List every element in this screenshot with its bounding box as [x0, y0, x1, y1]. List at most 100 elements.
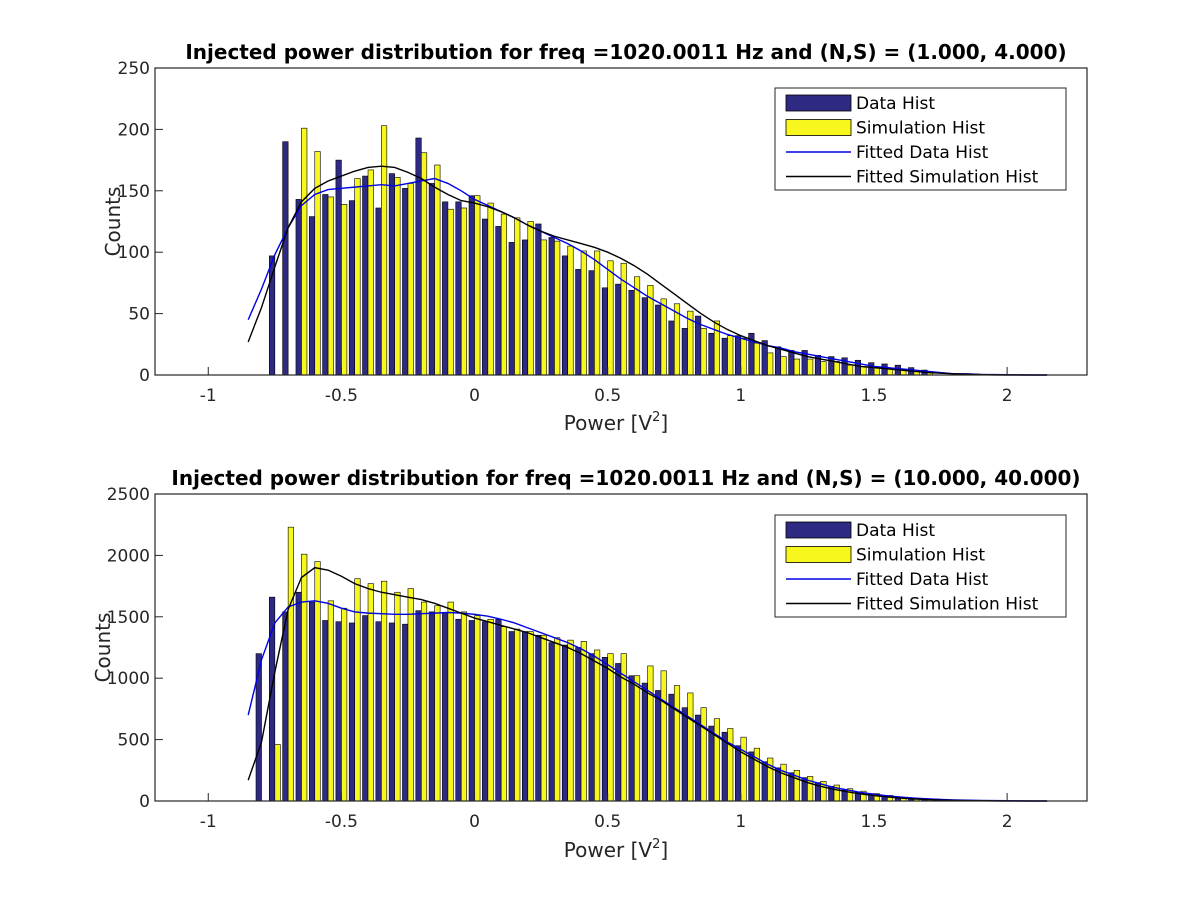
bottom-simulation-hist-bar	[580, 641, 587, 802]
top-simulation-hist-bar	[820, 361, 827, 376]
bottom-simulation-hist-bar	[713, 718, 721, 802]
bottom-simulation-hist-bar	[673, 685, 681, 802]
top-simulation-hist-bar	[767, 352, 774, 376]
bottom-data-hist-bar	[575, 647, 582, 802]
top-data-hist-bar	[402, 188, 409, 376]
top-simulation-hist-bar	[807, 358, 814, 376]
bottom-chart-y-axis-label: Counts	[91, 613, 115, 683]
bottom-x-tick-label: 1.5	[860, 812, 887, 832]
top-simulation-hist-bar	[713, 320, 721, 376]
top-simulation-hist-bar	[394, 176, 401, 376]
top-data-hist-bar	[335, 159, 342, 376]
top-simulation-hist-bar	[780, 356, 787, 376]
bottom-data-hist-bar	[628, 675, 635, 802]
bottom-chart-bars	[255, 526, 1013, 802]
top-simulation-hist-bar	[833, 361, 840, 376]
bottom-data-hist-bar	[668, 693, 675, 802]
bottom-data-hist-bar	[428, 611, 435, 802]
bottom-data-hist-bar	[375, 621, 382, 802]
top-chart-y-ticks: 0 50 100 150 200 250	[118, 59, 163, 386]
top-simulation-hist-bar	[580, 250, 587, 376]
bottom-simulation-hist-bar	[727, 728, 734, 802]
top-simulation-hist-bar	[341, 204, 348, 376]
top-simulation-hist-bar	[327, 196, 334, 376]
top-simulation-hist-bar	[700, 328, 707, 376]
bottom-y-tick-label: 2000	[107, 546, 150, 566]
top-simulation-hist-bar	[514, 217, 521, 376]
top-simulation-hist-bar	[447, 208, 454, 376]
bottom-legend-label: Fitted Simulation Hist	[856, 595, 1039, 615]
bottom-data-hist-bar	[615, 663, 622, 802]
top-simulation-hist-bar	[474, 195, 481, 376]
top-data-hist-bar	[655, 304, 662, 376]
bottom-data-hist-bar	[495, 618, 502, 802]
bottom-data-hist-bar	[468, 620, 475, 802]
top-legend-label: Fitted Data Hist	[856, 143, 989, 163]
top-data-hist-bar	[375, 207, 382, 376]
top-data-hist-bar	[721, 337, 728, 376]
top-legend-label: Fitted Simulation Hist	[856, 168, 1039, 188]
bottom-simulation-hist-bar	[434, 605, 441, 802]
top-data-hist-bar	[322, 194, 329, 376]
bottom-data-hist-bar	[655, 690, 662, 802]
top-x-tick-label: 0.5	[594, 386, 621, 406]
bottom-x-tick-label: -1	[200, 812, 217, 832]
top-simulation-hist-bar	[847, 364, 854, 376]
bottom-chart-title: Injected power distribution for freq =10…	[171, 466, 1080, 490]
top-simulation-hist-bar	[367, 169, 374, 376]
bottom-simulation-hist-bar	[700, 707, 707, 802]
bottom-legend-label: Fitted Data Hist	[856, 570, 989, 590]
top-y-tick-label: 150	[118, 182, 150, 202]
bottom-fitted-simulation-line	[247, 566, 1048, 802]
bottom-simulation-hist-bar	[287, 526, 294, 802]
top-data-hist-bar	[615, 283, 622, 376]
bottom-data-hist-bar	[308, 601, 316, 802]
bottom-legend-swatch	[785, 521, 852, 539]
bottom-data-hist-bar	[282, 611, 289, 802]
bottom-simulation-hist-bar	[327, 600, 334, 802]
top-y-tick-label: 200	[118, 120, 150, 140]
top-data-hist-bar	[362, 175, 369, 376]
top-simulation-hist-bar	[860, 366, 867, 376]
top-data-hist-bar	[388, 173, 395, 376]
top-chart-axes-box	[154, 67, 1088, 376]
top-y-tick-label: 50	[128, 305, 150, 325]
top-simulation-hist-bar	[727, 335, 734, 376]
top-simulation-hist-bar	[607, 260, 614, 376]
top-simulation-hist-bar	[407, 183, 414, 376]
top-data-hist-bar	[282, 141, 289, 376]
top-simulation-hist-bar	[753, 342, 760, 376]
top-data-hist-bar	[788, 350, 795, 376]
top-data-hist-bar	[428, 183, 435, 376]
bottom-data-hist-bar	[255, 653, 262, 802]
top-data-hist-bar	[521, 239, 529, 376]
top-simulation-hist-bar	[527, 221, 534, 376]
bottom-simulation-hist-bar	[487, 618, 494, 802]
bottom-x-tick-label: 2	[1002, 812, 1013, 832]
top-data-hist-bar	[668, 320, 675, 376]
bottom-x-tick-label: 0.5	[594, 812, 621, 832]
bottom-simulation-hist-bar	[567, 639, 574, 802]
top-simulation-hist-bar	[554, 240, 561, 376]
bottom-data-hist-bar	[588, 653, 595, 802]
bottom-fitted-data-line	[247, 600, 1048, 802]
top-x-tick-label: 1	[735, 386, 746, 406]
top-simulation-hist-bar	[594, 250, 601, 376]
bottom-chart-y-ticks: 0 500 1000 1500 2000 2500	[107, 485, 163, 812]
bottom-simulation-hist-bar	[274, 744, 281, 802]
top-data-hist-bar	[868, 362, 875, 376]
bottom-chart-legend: Data Hist Simulation Hist Fitted Data Hist…	[774, 514, 1067, 618]
bottom-y-tick-label: 1500	[107, 608, 150, 628]
top-simulation-hist-bar	[660, 298, 667, 376]
top-x-tick-label: -0.5	[325, 386, 358, 406]
bottom-chart-x-axis-label: Power [V2]	[564, 837, 668, 862]
top-simulation-hist-bar	[500, 213, 507, 376]
bottom-data-hist-bar	[548, 642, 555, 802]
bottom-simulation-hist-bar	[420, 601, 428, 802]
top-simulation-hist-bar	[301, 127, 308, 376]
top-y-tick-label: 250	[118, 59, 150, 79]
top-data-hist-bar	[455, 201, 462, 376]
bottom-data-hist-bar	[388, 622, 395, 802]
bottom-data-hist-bar	[415, 610, 422, 802]
